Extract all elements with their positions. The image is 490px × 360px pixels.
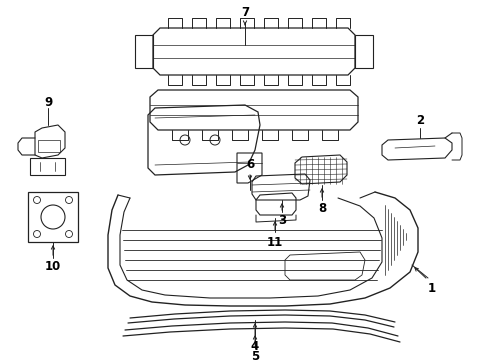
Text: 8: 8 — [318, 202, 326, 215]
Text: 9: 9 — [44, 95, 52, 108]
Text: 4: 4 — [251, 341, 259, 354]
Text: 1: 1 — [428, 283, 436, 296]
Text: 2: 2 — [416, 113, 424, 126]
Text: 10: 10 — [45, 260, 61, 273]
Text: 7: 7 — [241, 5, 249, 18]
Text: 11: 11 — [267, 235, 283, 248]
Text: 6: 6 — [246, 158, 254, 171]
Text: 5: 5 — [251, 351, 259, 360]
Text: 3: 3 — [278, 213, 286, 226]
